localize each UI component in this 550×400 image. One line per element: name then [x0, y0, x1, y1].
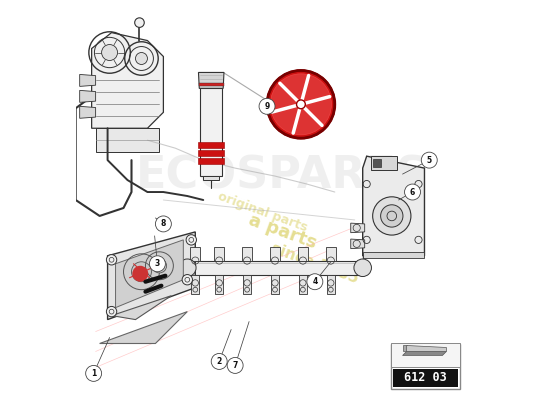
Bar	[243, 275, 251, 294]
Polygon shape	[406, 346, 447, 352]
Bar	[214, 247, 224, 260]
Circle shape	[267, 70, 335, 138]
Polygon shape	[80, 90, 96, 102]
Polygon shape	[198, 158, 224, 164]
Polygon shape	[199, 72, 224, 88]
Bar	[191, 275, 199, 294]
Circle shape	[133, 266, 148, 282]
Circle shape	[296, 100, 305, 109]
Text: since 1985: since 1985	[269, 241, 361, 286]
Text: 3: 3	[155, 259, 160, 268]
Polygon shape	[351, 239, 365, 249]
Circle shape	[405, 184, 421, 200]
Circle shape	[152, 258, 167, 273]
Polygon shape	[96, 128, 160, 152]
Text: 9: 9	[265, 102, 270, 111]
Circle shape	[421, 152, 437, 168]
Polygon shape	[198, 150, 224, 156]
Text: ECOSPARES: ECOSPARES	[136, 154, 430, 198]
Circle shape	[373, 197, 411, 235]
Text: a parts: a parts	[246, 211, 320, 252]
Polygon shape	[80, 74, 96, 86]
Polygon shape	[92, 32, 163, 128]
Circle shape	[156, 216, 172, 232]
Circle shape	[381, 205, 403, 227]
Circle shape	[227, 358, 243, 373]
Circle shape	[135, 52, 147, 64]
Polygon shape	[108, 232, 195, 320]
Polygon shape	[200, 88, 222, 176]
Bar	[270, 247, 280, 260]
Text: 4: 4	[312, 277, 317, 286]
Bar	[188, 260, 362, 275]
Text: 5: 5	[427, 156, 432, 165]
Bar	[215, 275, 223, 294]
Text: 6: 6	[410, 188, 415, 196]
Circle shape	[135, 18, 144, 28]
Polygon shape	[199, 83, 224, 86]
Bar	[271, 275, 279, 294]
Bar	[390, 344, 460, 389]
Text: 8: 8	[161, 220, 166, 228]
Polygon shape	[204, 176, 219, 180]
Polygon shape	[403, 352, 447, 356]
Bar	[299, 275, 307, 294]
Circle shape	[102, 44, 118, 60]
Bar	[327, 275, 335, 294]
Bar	[390, 344, 460, 368]
Bar	[393, 369, 458, 387]
Polygon shape	[403, 346, 406, 352]
Circle shape	[106, 306, 117, 317]
Circle shape	[131, 262, 151, 282]
Circle shape	[86, 366, 102, 381]
Polygon shape	[362, 156, 425, 256]
Polygon shape	[351, 223, 365, 233]
Circle shape	[259, 98, 275, 114]
Circle shape	[211, 354, 227, 370]
Circle shape	[271, 74, 332, 135]
Bar	[298, 247, 307, 260]
Bar	[326, 247, 336, 260]
Text: original parts: original parts	[217, 190, 310, 234]
Text: 7: 7	[233, 361, 238, 370]
Bar	[371, 156, 397, 170]
Polygon shape	[116, 240, 183, 308]
Bar	[190, 247, 200, 260]
Circle shape	[182, 274, 192, 285]
Bar	[373, 158, 382, 167]
Circle shape	[150, 256, 166, 272]
Circle shape	[106, 255, 117, 265]
Text: 2: 2	[217, 357, 222, 366]
Circle shape	[307, 274, 323, 290]
Circle shape	[354, 259, 371, 276]
Circle shape	[186, 235, 196, 245]
Polygon shape	[198, 142, 224, 148]
Polygon shape	[80, 106, 96, 118]
Polygon shape	[112, 296, 172, 320]
Text: 1: 1	[91, 369, 96, 378]
Bar	[362, 252, 425, 258]
Polygon shape	[100, 312, 188, 344]
Text: 612 03: 612 03	[404, 371, 447, 384]
Bar	[243, 247, 252, 260]
Circle shape	[179, 259, 196, 276]
